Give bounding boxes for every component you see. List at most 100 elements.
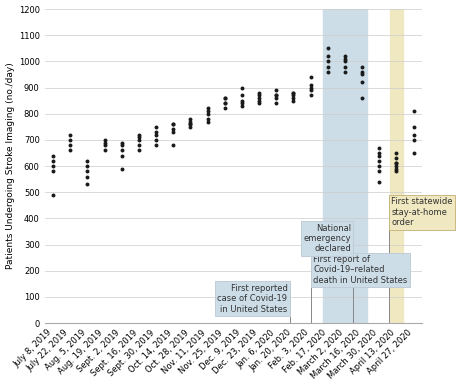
Point: [84, 163, 91, 169]
Point: [135, 132, 142, 138]
Point: [392, 150, 399, 156]
Point: [375, 163, 382, 169]
Point: [238, 103, 245, 109]
Text: First statewide
stay-at-home
order: First statewide stay-at-home order: [390, 198, 452, 227]
Point: [84, 168, 91, 174]
Point: [323, 64, 330, 70]
Point: [118, 142, 125, 148]
Point: [289, 90, 297, 96]
Point: [306, 74, 313, 80]
Point: [392, 160, 399, 166]
Point: [203, 119, 211, 125]
Point: [289, 92, 297, 98]
Point: [221, 100, 228, 107]
Point: [255, 95, 262, 101]
Point: [289, 90, 297, 96]
Point: [392, 168, 399, 174]
Point: [118, 152, 125, 159]
Point: [238, 98, 245, 104]
Point: [238, 92, 245, 98]
Point: [375, 152, 382, 159]
Point: [67, 147, 74, 154]
Point: [409, 108, 416, 114]
Point: [203, 116, 211, 122]
Point: [306, 92, 313, 98]
Point: [409, 137, 416, 143]
Point: [306, 85, 313, 91]
Point: [306, 87, 313, 93]
Point: [152, 124, 159, 130]
Point: [135, 147, 142, 154]
Point: [323, 58, 330, 64]
Point: [118, 166, 125, 172]
Point: [169, 121, 177, 127]
Point: [255, 98, 262, 104]
Point: [67, 142, 74, 148]
Point: [169, 142, 177, 148]
Point: [135, 134, 142, 141]
Point: [50, 158, 57, 164]
Point: [186, 116, 194, 122]
Point: [50, 152, 57, 159]
Point: [375, 150, 382, 156]
Point: [272, 87, 280, 93]
Point: [306, 82, 313, 88]
Point: [289, 95, 297, 101]
Point: [152, 142, 159, 148]
Point: [255, 100, 262, 107]
Point: [238, 85, 245, 91]
Point: [203, 105, 211, 112]
Point: [152, 132, 159, 138]
Point: [169, 121, 177, 127]
Point: [375, 168, 382, 174]
Point: [135, 137, 142, 143]
Point: [203, 108, 211, 114]
Point: [101, 137, 108, 143]
Text: First reported
case of Covid-19
in United States: First reported case of Covid-19 in Unite…: [217, 284, 287, 314]
Point: [323, 53, 330, 59]
Point: [169, 126, 177, 132]
Point: [255, 90, 262, 96]
Point: [84, 158, 91, 164]
Point: [323, 69, 330, 75]
Point: [67, 137, 74, 143]
Point: [169, 129, 177, 135]
Point: [186, 124, 194, 130]
Point: [101, 139, 108, 146]
Point: [221, 95, 228, 101]
Point: [67, 132, 74, 138]
Point: [409, 150, 416, 156]
Point: [221, 105, 228, 112]
Point: [186, 119, 194, 125]
Point: [255, 92, 262, 98]
Point: [84, 173, 91, 179]
Y-axis label: Patients Undergoing Stroke Imaging (no./day): Patients Undergoing Stroke Imaging (no./…: [6, 63, 15, 269]
Point: [358, 69, 365, 75]
Point: [118, 139, 125, 146]
Point: [272, 95, 280, 101]
Point: [221, 95, 228, 101]
Point: [203, 111, 211, 117]
Point: [392, 155, 399, 161]
Point: [392, 166, 399, 172]
Point: [392, 163, 399, 169]
Point: [409, 124, 416, 130]
Point: [50, 168, 57, 174]
Point: [272, 92, 280, 98]
Point: [409, 132, 416, 138]
Point: [341, 56, 348, 62]
Point: [50, 192, 57, 198]
Point: [135, 142, 142, 148]
Point: [221, 100, 228, 107]
Point: [238, 100, 245, 107]
Point: [341, 58, 348, 64]
Point: [392, 160, 399, 166]
Bar: [322, 9, 366, 323]
Point: [186, 121, 194, 127]
Point: [358, 79, 365, 85]
Point: [358, 64, 365, 70]
Point: [289, 98, 297, 104]
Point: [101, 142, 108, 148]
Point: [118, 147, 125, 154]
Point: [358, 71, 365, 78]
